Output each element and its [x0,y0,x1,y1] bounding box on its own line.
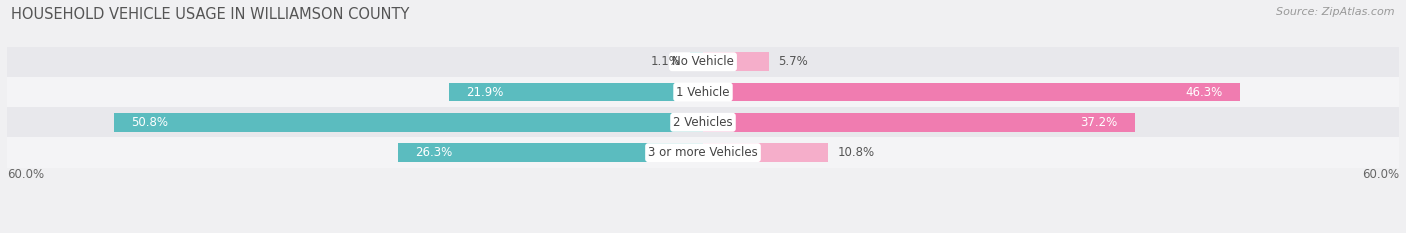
Text: 10.8%: 10.8% [838,146,875,159]
Text: 21.9%: 21.9% [467,86,503,99]
Text: Source: ZipAtlas.com: Source: ZipAtlas.com [1277,7,1395,17]
Text: 60.0%: 60.0% [1362,168,1399,181]
Bar [703,52,769,71]
Text: 1 Vehicle: 1 Vehicle [676,86,730,99]
Bar [690,52,703,71]
Bar [398,143,703,162]
Text: 3 or more Vehicles: 3 or more Vehicles [648,146,758,159]
Bar [7,137,1399,168]
Bar [7,77,1399,107]
Bar [703,143,828,162]
Text: 37.2%: 37.2% [1080,116,1118,129]
Bar [7,47,1399,77]
Bar [449,83,703,101]
Text: 60.0%: 60.0% [7,168,44,181]
Text: 1.1%: 1.1% [651,55,681,68]
Text: No Vehicle: No Vehicle [672,55,734,68]
Text: 5.7%: 5.7% [779,55,808,68]
Text: 26.3%: 26.3% [415,146,453,159]
Bar [703,113,1135,132]
Text: HOUSEHOLD VEHICLE USAGE IN WILLIAMSON COUNTY: HOUSEHOLD VEHICLE USAGE IN WILLIAMSON CO… [11,7,409,22]
Text: 50.8%: 50.8% [131,116,169,129]
Text: 46.3%: 46.3% [1185,86,1223,99]
Bar [703,83,1240,101]
Bar [7,107,1399,137]
Text: 2 Vehicles: 2 Vehicles [673,116,733,129]
Bar [114,113,703,132]
